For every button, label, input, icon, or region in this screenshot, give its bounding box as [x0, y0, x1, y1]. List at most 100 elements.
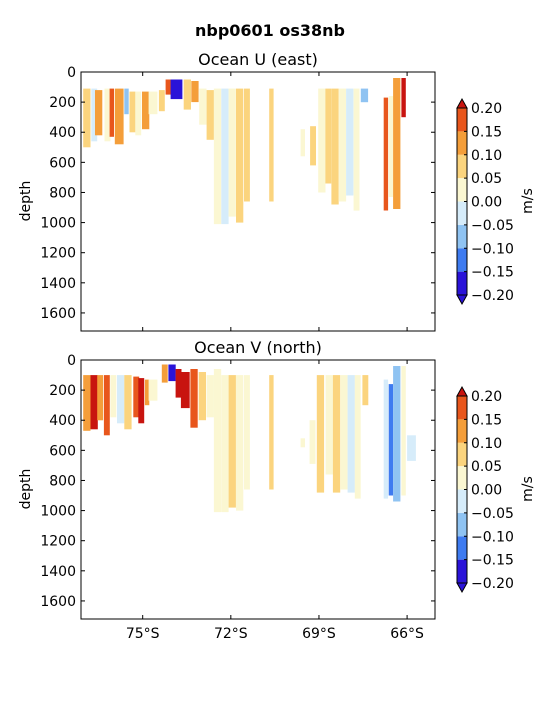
data-cell	[165, 79, 172, 95]
data-cell	[83, 88, 91, 148]
colorbar-segment	[457, 396, 467, 420]
colorbar-segment	[457, 559, 467, 584]
colorbar-tick-label: −0.05	[471, 506, 514, 522]
data-cell	[110, 375, 117, 418]
colorbar-tick-label: 0.15	[471, 124, 502, 140]
data-cell	[83, 375, 91, 431]
data-cell	[191, 81, 199, 103]
colorbar-tick-label: 0.10	[471, 148, 502, 164]
data-cell	[95, 90, 103, 136]
colorbar-tick-label: 0.05	[471, 171, 502, 187]
data-cell	[300, 129, 305, 157]
data-cell	[142, 91, 150, 130]
data-cell	[310, 126, 316, 166]
data-cell	[383, 379, 389, 499]
data-cell	[236, 375, 244, 511]
data-cell	[90, 375, 98, 430]
x-tick-label: 66°S	[390, 626, 424, 642]
colorbar-segment	[457, 271, 467, 296]
y-tick-label: 1200	[40, 534, 76, 550]
colorbar-segment	[457, 178, 467, 202]
colorbar-extend-top	[456, 97, 468, 109]
colorbar-extend-bottom	[456, 582, 468, 594]
colorbar-segment	[457, 201, 467, 225]
data-cell	[148, 91, 158, 115]
data-cell	[332, 375, 341, 493]
data-cell	[221, 88, 229, 225]
data-cell	[117, 375, 125, 424]
y-tick-label: 1000	[40, 216, 76, 232]
data-cell	[213, 88, 222, 225]
data-cell	[300, 438, 305, 448]
data-cell	[135, 91, 142, 136]
y-tick-label: 1400	[40, 276, 76, 292]
data-cell	[138, 378, 145, 424]
colorbar-segment	[457, 224, 467, 249]
data-cell	[183, 79, 191, 110]
y-axis-ticks: 0 200 400 600 800 1000 1200 1400 1600	[40, 65, 435, 322]
colorbar-tick-label: −0.10	[471, 529, 514, 545]
data-cell	[198, 372, 206, 421]
data-cell	[393, 366, 401, 502]
colorbar-tick-label: −0.05	[471, 218, 514, 234]
y-tick-label: 0	[67, 353, 76, 369]
colorbar-label: m/s	[520, 476, 536, 502]
data-cell	[158, 90, 165, 112]
data-cell	[316, 375, 325, 493]
data-cell	[318, 88, 326, 193]
colorbar-tick-label: −0.20	[471, 288, 514, 304]
panel-ocean-u: Ocean U (east) 0 200 400 600 800 1000 1200 1400…	[18, 50, 536, 332]
data-cell	[170, 79, 183, 100]
data-cell	[206, 90, 214, 140]
colorbar: 0.20 0.15 0.10 0.05 0.00 −0.05 −0.10 −0.15 −0.20	[456, 385, 514, 594]
y-tick-label: 400	[49, 413, 76, 429]
colorbar-label: m/s	[520, 188, 536, 214]
data-cell	[347, 375, 355, 493]
y-tick-label: 1600	[40, 306, 76, 322]
y-tick-label: 1400	[40, 564, 76, 580]
plot-area	[80, 71, 436, 332]
y-tick-label: 400	[49, 125, 76, 141]
data-cell	[401, 78, 406, 118]
data-cell	[168, 364, 176, 382]
data-cell	[91, 88, 98, 142]
data-cell	[269, 375, 274, 490]
data-cell	[161, 364, 168, 383]
data-cell	[144, 379, 150, 406]
colorbar-segment	[457, 466, 467, 490]
x-tick-label: 75°S	[126, 626, 160, 642]
data-cell	[148, 379, 158, 401]
colorbar-tick-label: −0.10	[471, 241, 514, 257]
colorbar-segment	[457, 442, 467, 467]
data-cell	[133, 376, 140, 418]
y-tick-label: 1200	[40, 246, 76, 262]
data-cell	[325, 88, 332, 184]
data-cell	[97, 375, 104, 421]
colorbar-segment	[457, 154, 467, 179]
colorbar-tick-label: 0.15	[471, 412, 502, 428]
y-tick-label: 600	[49, 443, 76, 459]
data-cell	[354, 375, 361, 499]
data-cell	[388, 384, 394, 496]
data-cell	[401, 366, 406, 496]
colorbar-tick-label: −0.20	[471, 576, 514, 592]
colorbar: 0.20 0.15 0.10 0.05 0.00 −0.05 −0.10 −0.15 −0.20	[456, 97, 514, 306]
panel-title: Ocean V (north)	[194, 338, 322, 357]
colorbar-segment	[457, 536, 467, 560]
colorbar-tick-label: −0.15	[471, 553, 514, 569]
colorbar-tick-label: 0.00	[471, 195, 502, 211]
data-cells	[83, 364, 416, 513]
y-axis-label: depth	[18, 181, 34, 222]
data-cell	[383, 97, 389, 211]
colorbar-segment	[457, 108, 467, 132]
colorbar-tick-label: −0.15	[471, 265, 514, 281]
colorbar-extend-bottom	[456, 294, 468, 306]
y-tick-label: 1600	[40, 594, 76, 610]
data-cell	[109, 88, 114, 137]
data-cell	[180, 372, 190, 409]
x-tick-label: 69°S	[302, 626, 336, 642]
data-cell	[331, 88, 339, 205]
figure-title: nbp0601 os38nb	[195, 21, 345, 40]
y-tick-label: 1000	[40, 504, 76, 520]
